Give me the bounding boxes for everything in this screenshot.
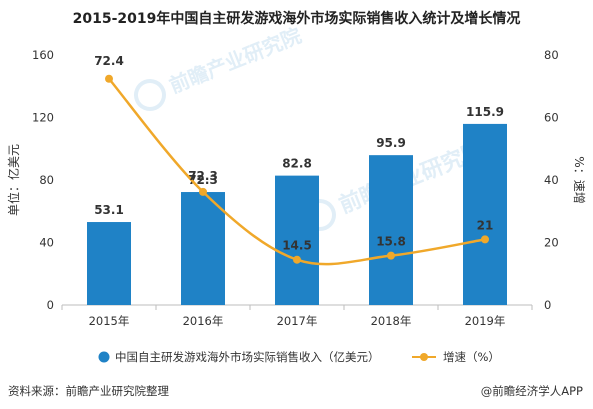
bar-2016年 xyxy=(181,192,225,305)
x-tick-label: 2015年 xyxy=(89,314,130,328)
legend-line-label: 增速（%） xyxy=(443,350,500,364)
y-right-axis-label: %：速增 xyxy=(572,156,586,203)
growth-rate-label: 15.8 xyxy=(376,235,406,249)
bar-value-label: 95.9 xyxy=(376,136,406,150)
legend-line-marker xyxy=(420,353,428,361)
growth-rate-point xyxy=(293,255,301,264)
y-left-axis-label: 单位：亿美元 xyxy=(6,144,21,216)
y-right-tick-label: 60 xyxy=(544,111,559,125)
growth-rate-point xyxy=(105,74,113,83)
y-left-tick-label: 0 xyxy=(47,298,54,312)
y-left-tick-label: 160 xyxy=(32,48,54,62)
y-right-tick-label: 40 xyxy=(544,173,559,187)
chart-title: 2015-2019年中国自主研发游戏海外市场实际销售收入统计及增长情况 xyxy=(72,11,521,27)
growth-rate-line xyxy=(108,77,486,266)
growth-rate-point xyxy=(387,251,395,260)
bar-2015年 xyxy=(87,222,131,305)
growth-rate-point xyxy=(199,187,207,196)
y-right-tick-label: 0 xyxy=(544,298,551,312)
watermark-text-1: 前瞻产业研究院 xyxy=(166,23,305,98)
bar-value-label: 82.8 xyxy=(282,157,312,171)
bar-value-label: 115.9 xyxy=(466,105,504,119)
x-tick-label: 2018年 xyxy=(371,314,412,328)
legend-bar-swatch xyxy=(98,351,110,363)
source-note: 资料来源：前瞻产业研究院整理 xyxy=(8,384,169,398)
bar-2019年 xyxy=(463,123,507,305)
y-left-tick-label: 120 xyxy=(32,111,54,125)
y-left-tick-label: 80 xyxy=(39,173,54,187)
x-tick-label: 2019年 xyxy=(465,314,506,328)
growth-rate-point xyxy=(481,235,489,244)
y-right-tick-label: 20 xyxy=(544,236,559,250)
bar-value-label: 53.1 xyxy=(94,203,124,217)
x-tick-label: 2017年 xyxy=(277,314,318,328)
bar-2018年 xyxy=(369,155,413,305)
x-tick-label: 2016年 xyxy=(183,314,224,328)
y-right-tick-label: 80 xyxy=(544,48,559,62)
y-left-tick-label: 40 xyxy=(39,236,54,250)
bar-2017年 xyxy=(275,175,319,305)
growth-rate-label: 72.4 xyxy=(94,54,124,68)
brand-label: @前瞻经济学人APP xyxy=(480,384,583,398)
growth-rate-label: 14.5 xyxy=(282,239,312,253)
legend-bar-label: 中国自主研发游戏海外市场实际销售收入（亿美元） xyxy=(115,350,380,364)
growth-rate-label: 72.3 xyxy=(188,169,218,183)
watermark-1: 前瞻产业研究院 xyxy=(134,23,305,111)
growth-rate-label: 21 xyxy=(477,218,494,232)
